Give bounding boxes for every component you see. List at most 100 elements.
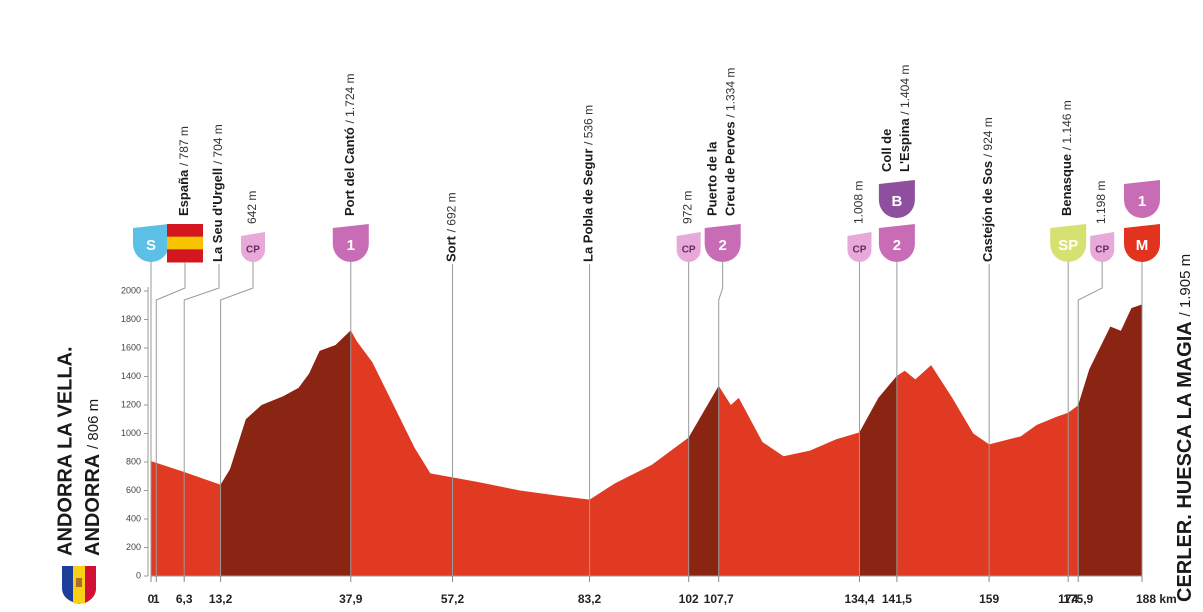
badge: [1090, 232, 1115, 262]
badge-label: CP: [246, 245, 260, 256]
waypoint-name: La Pobla de Segur: [581, 149, 596, 262]
x-tick-label: 174: [1058, 592, 1078, 606]
badge: [332, 224, 369, 262]
start-altitude: / 806 m: [85, 399, 102, 449]
badge-label: CP: [682, 245, 696, 256]
waypoint: La Pobla de Segur / 536 m: [581, 105, 596, 576]
waypoint: Castejón de Sos / 924 m: [981, 117, 996, 576]
waypoint-label: L'Espina / 1.404 m: [897, 65, 912, 172]
badge-label: S: [146, 237, 156, 254]
climb-segment: [1078, 304, 1142, 576]
leader-line: [183, 264, 220, 576]
x-tick-label: 13,2: [209, 592, 233, 606]
andorra-flag: [62, 566, 96, 604]
waypoint-label: 972 m: [681, 191, 695, 224]
badge: [1124, 224, 1160, 262]
waypoint-name: L'Espina: [897, 118, 912, 172]
waypoint: Sort / 692 m: [444, 192, 459, 576]
badge-label: CP: [853, 245, 867, 256]
y-tick-label: 1400: [121, 371, 141, 381]
badge-label: SP: [1058, 237, 1078, 254]
waypoint-altitude: 972 m: [681, 191, 695, 224]
waypoint-label: Puerto de la: [705, 141, 720, 216]
badge: [1124, 180, 1160, 218]
badge: [241, 232, 265, 262]
badge-label: 1: [1138, 193, 1146, 210]
waypoint-name: La Seu d'Urgell: [210, 168, 225, 262]
leader-line: [1077, 262, 1103, 576]
badge-label: 2: [718, 237, 726, 254]
waypoint: 1 Port del Cantó / 1.724 m: [332, 74, 369, 576]
leader-line: [220, 262, 254, 576]
waypoint-label: 1.008 m: [852, 181, 866, 224]
waypoint-label: 642 m: [245, 191, 259, 224]
waypoint-altitude: 1.198 m: [1094, 181, 1108, 224]
climb-segment: [688, 304, 719, 576]
waypoint: 2 B Coll de L'Espina / 1.404 m: [878, 65, 915, 576]
y-tick-label: 1000: [121, 428, 141, 438]
waypoint-altitude: / 1.334 m: [724, 68, 738, 118]
waypoint-name: Castejón de Sos: [981, 161, 996, 262]
waypoint: CP 642 m: [220, 191, 265, 576]
start-place-name: ANDORRA: [82, 454, 104, 556]
badge-label: 1: [347, 237, 355, 254]
waypoint: S: [133, 224, 169, 576]
x-tick-label: 0: [148, 592, 155, 606]
badge: [847, 232, 872, 262]
finish-name: CERLER. HUESCA LA MAGIA: [1174, 322, 1196, 602]
badge-label: B: [891, 193, 902, 210]
waypoint-name: Coll de: [879, 129, 894, 172]
y-tick-label: 200: [126, 542, 141, 552]
waypoint-label: La Pobla de Segur / 536 m: [581, 105, 596, 262]
x-tick-label: 57,2: [441, 592, 465, 606]
waypoint-altitude: 642 m: [245, 191, 259, 224]
waypoint-label: Benasque / 1.146 m: [1060, 100, 1075, 216]
climb-segment: [220, 304, 351, 576]
leader-line: [155, 262, 186, 576]
waypoint-label: España / 787 m: [176, 126, 191, 216]
waypoint: SP Benasque / 1.146 m: [1050, 100, 1087, 576]
waypoint-name: Sort: [444, 235, 459, 262]
x-tick-label: 102: [679, 592, 699, 606]
waypoint-label: 1.198 m: [1094, 181, 1108, 224]
waypoint: CP 972 m: [676, 191, 701, 576]
badge-label: 2: [893, 237, 901, 254]
x-tick-label: 107,7: [704, 592, 734, 606]
y-tick-label: 2000: [121, 285, 141, 295]
x-tick-label: 1: [153, 592, 160, 606]
badge: [878, 180, 915, 219]
waypoint-altitude: / 787 m: [177, 126, 191, 166]
waypoint-altitude: / 924 m: [981, 117, 995, 157]
y-tick-label: 800: [126, 456, 141, 466]
finish-label: CERLER. HUESCA LA MAGIA / 1.905 m: [1174, 254, 1196, 602]
y-tick-label: 1600: [121, 342, 141, 352]
y-tick-label: 1800: [121, 314, 141, 324]
waypoint-label: Port del Cantó / 1.724 m: [342, 74, 357, 217]
y-tick-label: 0: [136, 570, 141, 580]
waypoint-name: Benasque: [1060, 154, 1075, 216]
badge: [676, 232, 701, 262]
waypoint: CP 1.008 m: [847, 181, 872, 576]
x-tick-label: 175,9: [1063, 592, 1093, 606]
y-tick-label: 1200: [121, 399, 141, 409]
badge: [1050, 224, 1087, 262]
badge: [133, 224, 169, 262]
x-tick-label: 141,5: [882, 592, 912, 606]
badge-label: CP: [1095, 245, 1109, 256]
waypoint: España / 787 m: [155, 126, 203, 576]
y-tick-label: 600: [126, 485, 141, 495]
badge: [878, 224, 915, 262]
flag-badge: [167, 224, 203, 263]
waypoint-label: Coll de: [879, 129, 894, 172]
waypoint-label: Sort / 692 m: [444, 192, 459, 262]
waypoint-altitude: 1.008 m: [852, 181, 866, 224]
flag-stripe: [167, 224, 203, 238]
waypoint-name: Creu de Perves: [723, 121, 738, 216]
start-name: ANDORRA LA VELLA.: [54, 346, 76, 556]
waypoint-name: España: [176, 169, 191, 216]
y-tick-label: 400: [126, 513, 141, 523]
x-tick-label: 83,2: [578, 592, 602, 606]
badge: [704, 224, 741, 262]
